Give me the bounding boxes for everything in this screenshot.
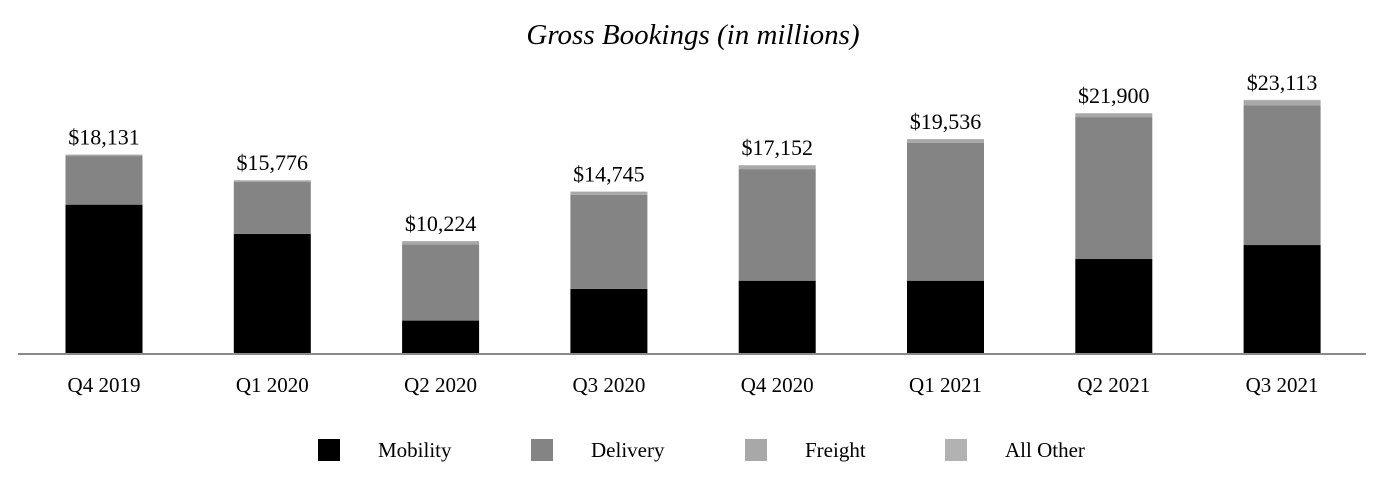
bar-segment-mobility bbox=[234, 234, 311, 353]
total-label: $19,536 bbox=[910, 109, 982, 134]
bar-segment-mobility bbox=[1075, 259, 1152, 353]
legend-label: Delivery bbox=[591, 438, 665, 462]
legend-label: Mobility bbox=[378, 438, 452, 462]
total-label: $23,113 bbox=[1247, 70, 1318, 95]
total-label: $17,152 bbox=[741, 135, 813, 160]
bar-segment-delivery bbox=[570, 195, 647, 289]
bar-segment-freight bbox=[570, 192, 647, 195]
bar-segment-mobility bbox=[1244, 245, 1321, 353]
bar-segment-delivery bbox=[234, 182, 311, 234]
bar-segment-delivery bbox=[66, 156, 143, 205]
bar-segment-delivery bbox=[739, 169, 816, 281]
bar-segment-delivery bbox=[907, 143, 984, 281]
x-tick-label: Q1 2021 bbox=[909, 373, 982, 397]
total-label: $18,131 bbox=[68, 124, 140, 149]
x-tick-label: Q4 2020 bbox=[741, 373, 814, 397]
bar-segment-all-other bbox=[1244, 100, 1321, 101]
bar-segment-mobility bbox=[907, 281, 984, 353]
chart-title: Gross Bookings (in millions) bbox=[526, 19, 859, 51]
total-label: $21,900 bbox=[1078, 83, 1150, 108]
x-tick-label: Q2 2020 bbox=[404, 373, 477, 397]
legend-label: Freight bbox=[805, 438, 866, 462]
bar-segment-freight bbox=[1075, 114, 1152, 118]
x-tick-label: Q4 2019 bbox=[68, 373, 141, 397]
bar-segment-freight bbox=[234, 181, 311, 182]
x-tick-label: Q2 2021 bbox=[1077, 373, 1150, 397]
legend-swatch-mobility bbox=[318, 439, 340, 461]
legend-swatch-delivery bbox=[531, 439, 553, 461]
bar-segment-mobility bbox=[402, 321, 479, 353]
x-tick-label: Q3 2020 bbox=[572, 373, 645, 397]
total-label: $14,745 bbox=[573, 161, 645, 186]
bar-segment-mobility bbox=[66, 205, 143, 353]
bar-segment-freight bbox=[1244, 100, 1321, 105]
total-label: $10,224 bbox=[405, 211, 477, 236]
bar-segment-freight bbox=[402, 241, 479, 244]
bar-segment-mobility bbox=[739, 281, 816, 353]
bar-segment-freight bbox=[66, 155, 143, 156]
legend-label: All Other bbox=[1005, 438, 1085, 462]
total-label: $15,776 bbox=[237, 150, 309, 175]
bar-segment-freight bbox=[739, 166, 816, 170]
bar-segment-delivery bbox=[402, 244, 479, 320]
bar-segment-mobility bbox=[570, 289, 647, 353]
legend-swatch-freight bbox=[745, 439, 767, 461]
bar-segment-freight bbox=[907, 139, 984, 142]
bar-segment-delivery bbox=[1244, 106, 1321, 246]
legend-swatch-all-other bbox=[945, 439, 967, 461]
x-tick-label: Q3 2021 bbox=[1246, 373, 1319, 397]
x-tick-label: Q1 2020 bbox=[236, 373, 309, 397]
bar-segment-delivery bbox=[1075, 117, 1152, 259]
